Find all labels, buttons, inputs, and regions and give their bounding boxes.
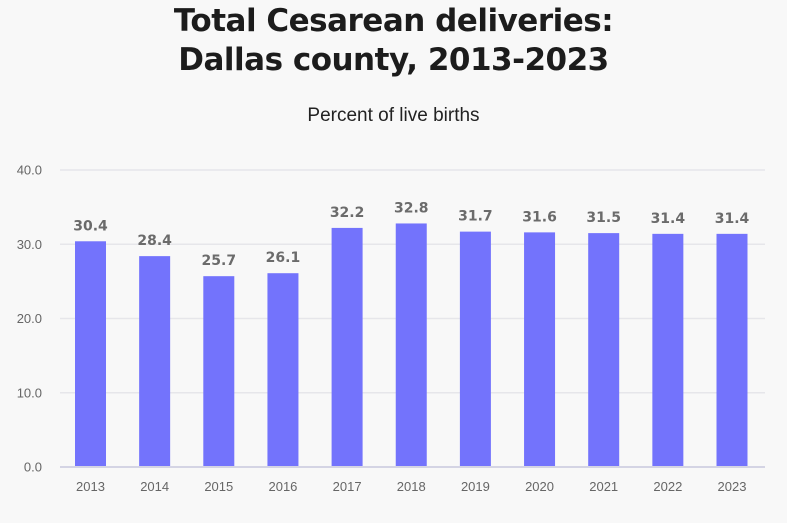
bar [395,223,427,466]
data-label: 31.4 [651,211,686,227]
y-tick-label: 30.0 [17,237,42,252]
x-tick-label: 2015 [204,479,233,494]
data-label: 31.6 [522,209,557,225]
x-tick-label: 2020 [525,479,554,494]
chart-title: Total Cesarean deliveries: Dallas county… [0,2,787,80]
chart-title-line-1: Total Cesarean deliveries: [173,3,614,39]
chart-title-line-2: Dallas county, 2013-2023 [178,42,609,78]
data-label: 32.8 [394,200,429,216]
x-tick-label: 2018 [397,479,426,494]
bar [267,273,299,466]
bar [524,232,556,466]
bar [139,256,171,466]
x-tick-label: 2021 [589,479,618,494]
data-label: 31.7 [458,209,493,225]
chart-subtitle: Percent of live births [307,105,480,126]
x-tick-label: 2019 [461,479,490,494]
y-tick-label: 10.0 [17,385,42,400]
x-tick-label: 2023 [718,479,747,494]
bar [203,276,235,466]
bar [331,227,363,466]
data-label: 32.2 [330,205,365,221]
bar [459,231,491,466]
data-label: 28.4 [137,233,172,249]
y-tick-label: 20.0 [17,311,42,326]
data-label: 26.1 [266,250,301,266]
x-tick-label: 2013 [76,479,105,494]
bar [652,233,684,466]
data-label: 25.7 [202,253,237,269]
y-tick-label: 0.0 [24,460,42,475]
bar [75,241,106,466]
x-tick-label: 2014 [140,479,169,494]
bar [588,233,620,466]
x-tick-label: 2017 [333,479,362,494]
bar [716,233,748,466]
x-tick-label: 2016 [268,479,297,494]
data-label: 31.5 [586,210,621,226]
data-label: 30.4 [73,218,108,234]
data-label: 31.4 [715,211,750,227]
y-tick-label: 40.0 [17,163,42,178]
x-tick-label: 2022 [653,479,682,494]
